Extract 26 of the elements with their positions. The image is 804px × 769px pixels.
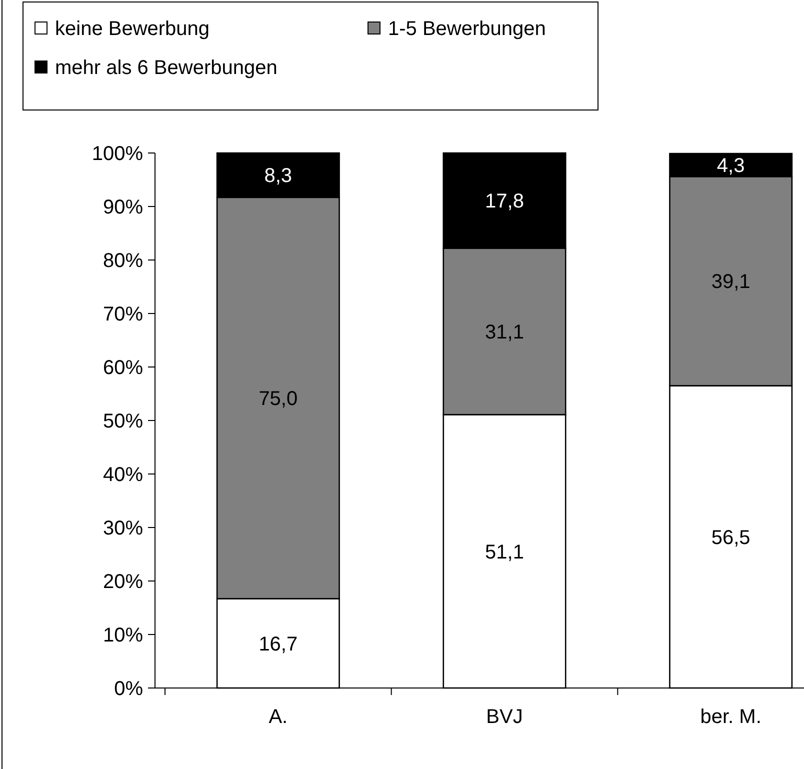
data-label: 17,8: [485, 190, 524, 213]
legend-label: mehr als 6 Bewerbungen: [55, 57, 278, 79]
y-tick-label: 10%: [102, 624, 144, 646]
data-label: 4,3: [716, 155, 745, 178]
y-tick-label: 30%: [102, 518, 144, 540]
y-tick-label: 40%: [102, 464, 144, 486]
y-tick-label: 100%: [92, 143, 144, 165]
data-label: 8,3: [264, 165, 292, 188]
data-label: 39,1: [711, 271, 750, 294]
legend-label: 1-5 Bewerbungen: [388, 18, 546, 40]
y-tick-label: 60%: [102, 357, 144, 379]
data-label: 56,5: [711, 526, 750, 549]
y-tick-label: 50%: [102, 410, 144, 432]
legend-label: keine Bewerbung: [55, 18, 210, 40]
y-tick-label: 70%: [102, 304, 144, 326]
y-tick-label: 20%: [102, 571, 144, 593]
y-tick-label: 0%: [114, 678, 144, 700]
x-tick-label: A.: [268, 706, 288, 728]
x-tick-label: BVJ: [486, 706, 523, 728]
x-tick-label: ber. M.: [700, 706, 762, 728]
data-label: 51,1: [485, 541, 524, 564]
data-label: 31,1: [485, 321, 524, 344]
y-tick-label: 90%: [102, 196, 144, 218]
data-label: 75,0: [258, 388, 298, 410]
y-tick-label: 80%: [102, 250, 144, 272]
data-label: 16,7: [258, 633, 298, 656]
